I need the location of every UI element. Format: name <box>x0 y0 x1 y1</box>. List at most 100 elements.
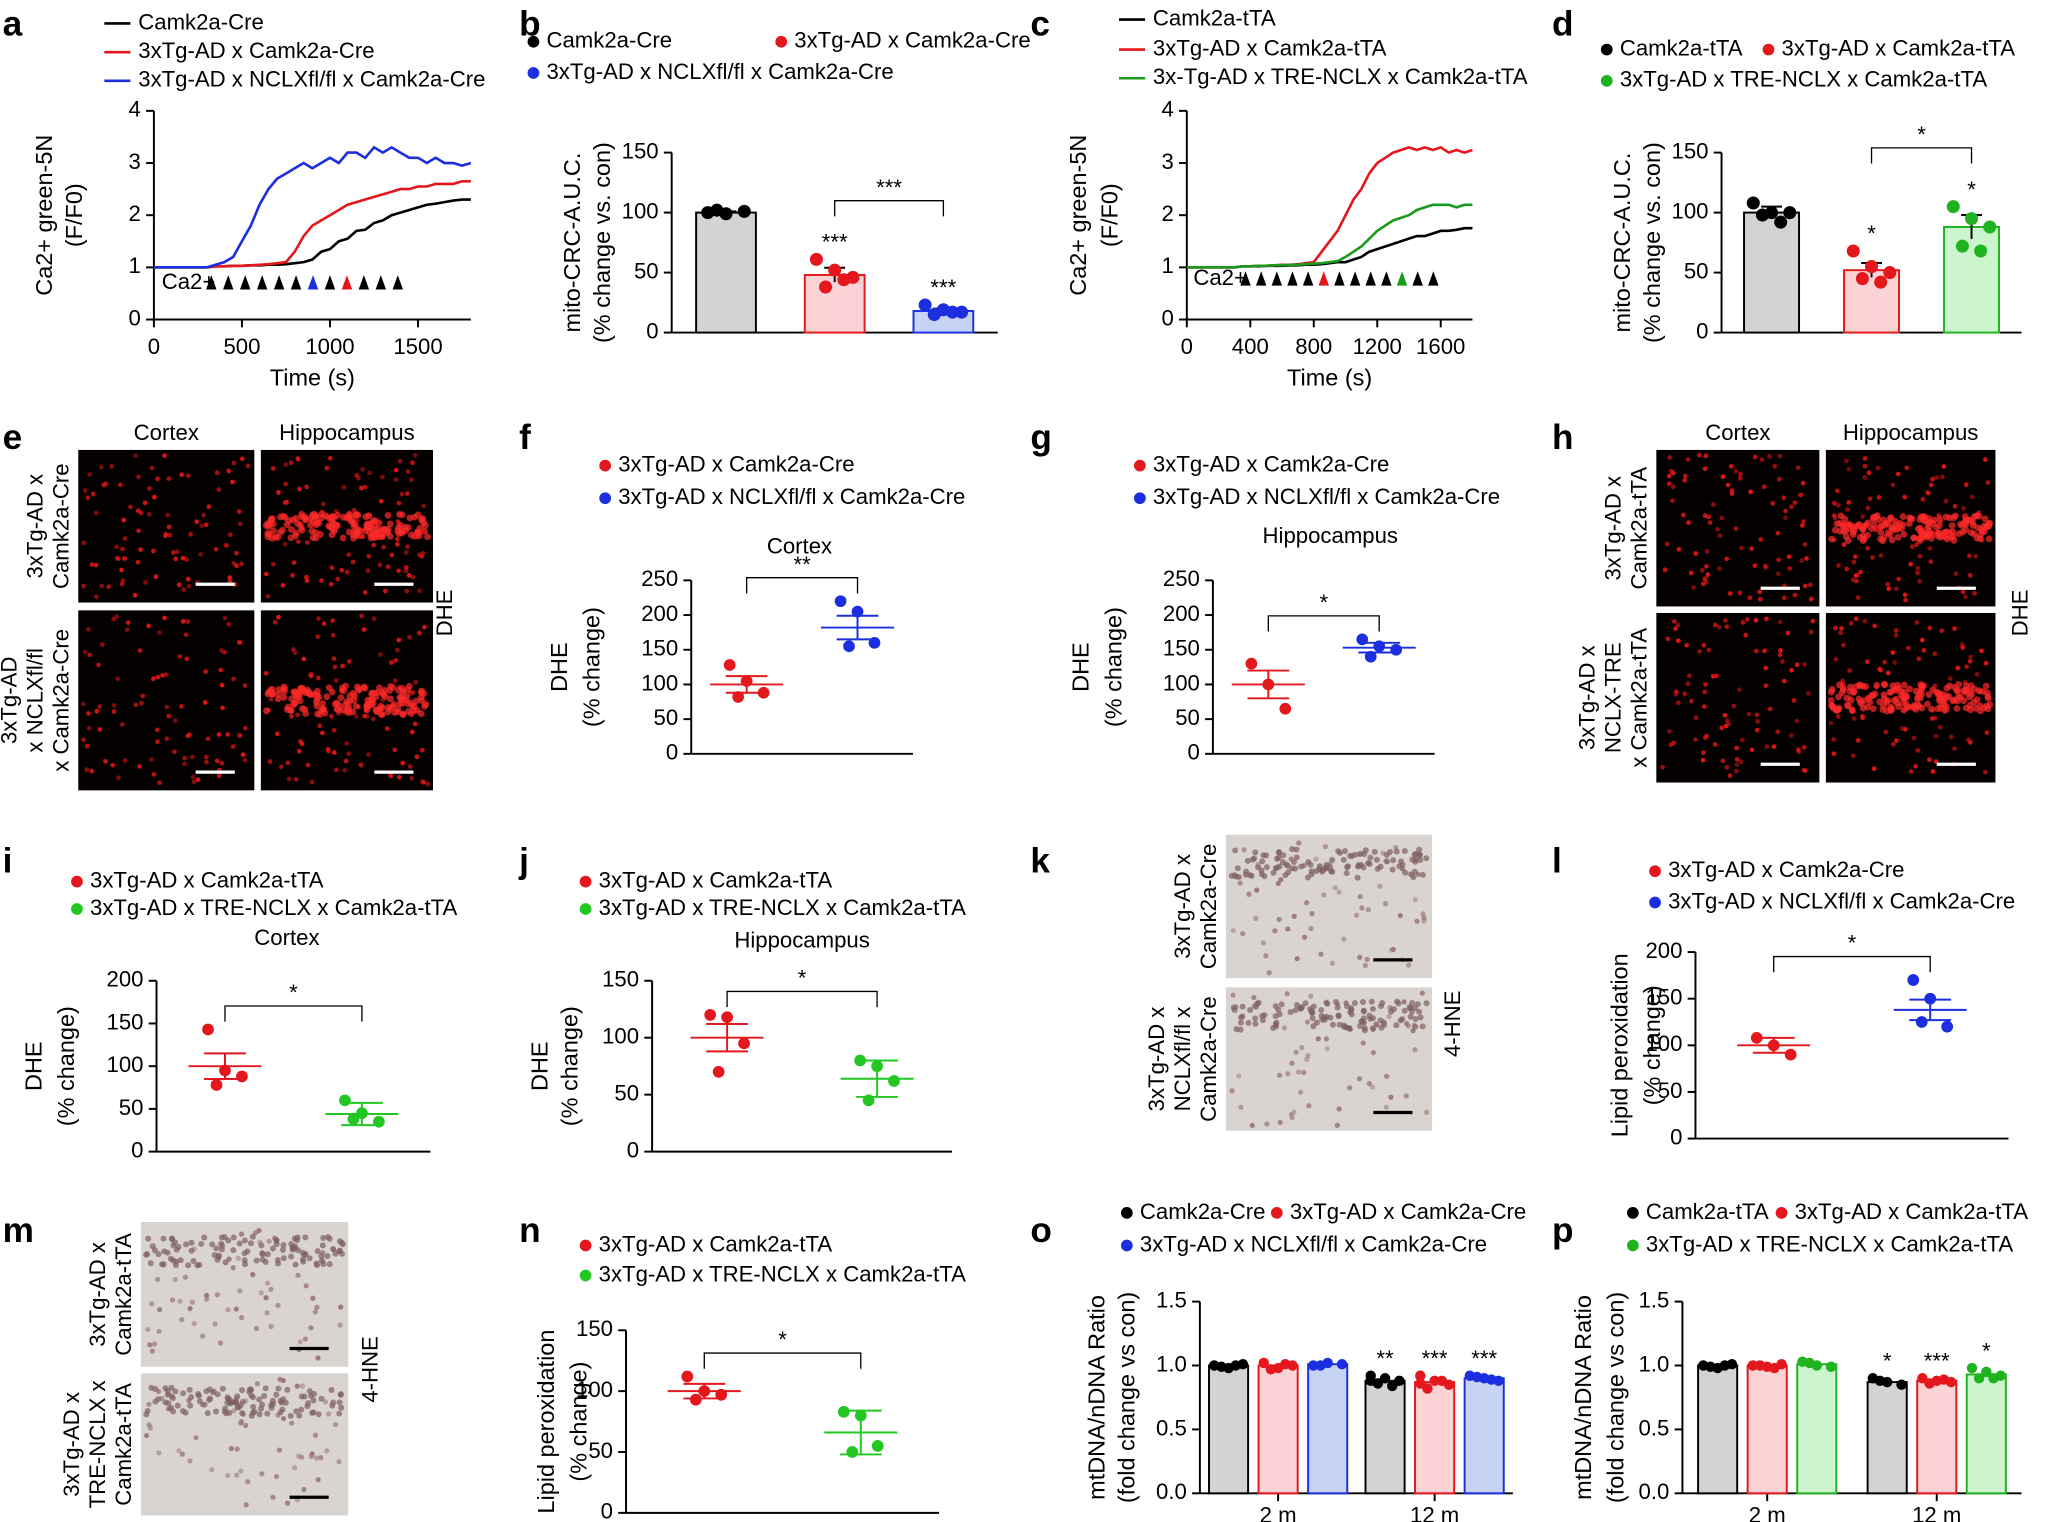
significance-label: ** <box>1376 1346 1394 1371</box>
cell <box>289 1420 295 1426</box>
cell <box>194 519 200 525</box>
cell <box>122 758 128 763</box>
cell <box>215 1252 222 1259</box>
cell <box>1419 990 1425 996</box>
cell <box>384 726 390 731</box>
cell <box>1292 865 1299 872</box>
y-axis-label: Lipid peroxidation <box>1606 953 1632 1137</box>
y-tick-label: 150 <box>1645 985 1682 1010</box>
cell <box>1723 618 1728 623</box>
cell <box>337 694 345 702</box>
cell <box>242 725 248 731</box>
cell <box>1240 930 1246 937</box>
cell <box>262 1385 269 1392</box>
y-tick-label: 2 <box>1161 201 1173 226</box>
cell <box>196 1261 203 1268</box>
y-axis-label: Ca2+ green-5N <box>31 135 57 296</box>
x-tick-label: 0 <box>148 334 160 359</box>
cell <box>231 676 236 682</box>
cell <box>238 1418 245 1425</box>
cell <box>234 1472 240 1478</box>
x-tick-label: 800 <box>1295 334 1332 359</box>
cell <box>1853 616 1859 622</box>
cell <box>1788 732 1794 738</box>
cell <box>187 1305 193 1312</box>
cell <box>275 1302 281 1309</box>
cell <box>315 634 321 640</box>
cell <box>396 637 402 643</box>
cell <box>1367 854 1374 861</box>
cell <box>160 1235 167 1242</box>
cell <box>1885 582 1891 587</box>
data-point <box>1336 1359 1348 1370</box>
row-label: 3xTg-AD x <box>1144 1007 1169 1112</box>
data-point <box>945 305 960 319</box>
cell <box>1296 840 1302 846</box>
cell <box>114 544 119 550</box>
cell <box>198 1240 205 1247</box>
cell <box>235 1255 241 1262</box>
cell <box>132 592 138 598</box>
cell <box>309 779 315 785</box>
cell <box>1937 705 1945 712</box>
cell <box>137 648 143 653</box>
cell <box>1783 515 1788 521</box>
cell <box>1894 681 1901 689</box>
cell <box>405 544 410 550</box>
cell <box>185 1262 192 1269</box>
cell <box>1293 846 1300 853</box>
cell <box>411 532 418 540</box>
chart-title: Cortex <box>254 925 319 950</box>
cell <box>204 754 209 760</box>
legend-swatch <box>775 35 788 48</box>
cell <box>1881 681 1888 688</box>
cell <box>1682 691 1688 697</box>
cell <box>360 683 368 691</box>
cell <box>1420 911 1426 917</box>
cell <box>273 1391 280 1398</box>
legend-swatch <box>579 875 592 888</box>
cell <box>1370 1050 1377 1056</box>
panel-letter: j <box>518 842 529 881</box>
cell <box>1896 519 1904 527</box>
cell <box>111 703 117 708</box>
cell <box>1738 471 1743 477</box>
cell <box>226 621 232 627</box>
legend-label: Camk2a-Cre <box>546 28 672 53</box>
cell <box>297 486 302 492</box>
cell <box>296 539 301 544</box>
cell <box>249 1233 256 1240</box>
cell <box>1272 1003 1279 1010</box>
cell <box>1892 660 1898 665</box>
data-point <box>1855 272 1869 286</box>
cell <box>1672 619 1677 624</box>
comparison-label: * <box>1319 590 1328 615</box>
cell <box>219 1242 226 1249</box>
cell <box>185 733 191 739</box>
cell <box>1671 740 1677 746</box>
cell <box>1864 531 1871 539</box>
cell <box>294 1383 300 1389</box>
cell <box>1865 545 1871 551</box>
cell <box>274 1257 281 1264</box>
cell <box>339 567 345 573</box>
cell <box>323 693 331 701</box>
panel-letter: n <box>519 1211 541 1250</box>
cell <box>1361 851 1368 858</box>
data-point <box>721 1011 733 1024</box>
cell <box>111 616 116 622</box>
data-point <box>356 1107 368 1120</box>
cell <box>288 1253 295 1260</box>
cell <box>1836 681 1843 689</box>
cell <box>353 510 361 518</box>
cell <box>1252 1003 1259 1010</box>
cell <box>393 477 399 482</box>
cell <box>315 675 321 681</box>
legend-label: 3x-Tg-AD x TRE-NCLX x Camk2a-tTA <box>1153 64 1528 89</box>
cell <box>1423 855 1430 862</box>
cell <box>146 623 151 629</box>
cell <box>280 1242 287 1249</box>
data-point <box>1356 633 1369 646</box>
cell <box>1733 468 1739 474</box>
cell <box>162 615 167 621</box>
